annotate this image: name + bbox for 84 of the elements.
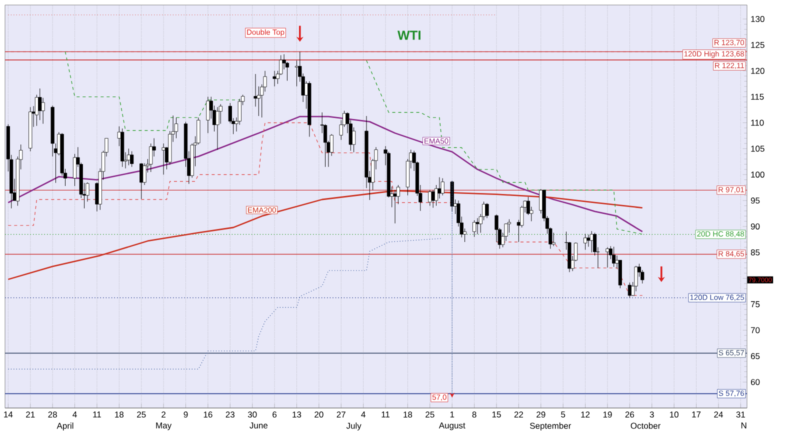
- x2-tick-label: N: [741, 422, 746, 428]
- candlestick: [38, 88, 42, 120]
- y-tick-label: 110: [751, 120, 764, 126]
- candlestick: [586, 234, 590, 247]
- y-tick-label: 60: [750, 379, 760, 386]
- x-tick-label: 30: [248, 412, 257, 418]
- candlestick: [126, 148, 130, 166]
- candlestick: [428, 190, 432, 206]
- candlestick: [612, 246, 616, 268]
- x2-tick-label: September: [530, 422, 572, 430]
- candlestick: [472, 220, 476, 238]
- x-tick-label: 14: [4, 412, 13, 418]
- x-tick-label: 2: [162, 412, 166, 418]
- x-tick-label: 10: [670, 412, 678, 418]
- candlestick: [130, 151, 134, 168]
- x-tick-label: 5: [561, 412, 566, 418]
- y-tick-label: 65: [750, 353, 760, 360]
- y-tick-label: 85: [750, 249, 760, 256]
- x-tick-label: 13: [292, 412, 302, 418]
- candlestick: [162, 143, 166, 175]
- x-tick-label: 25: [426, 412, 434, 418]
- candlestick: [552, 232, 556, 246]
- x2-tick-label: October: [630, 422, 661, 429]
- x-tick-label: 23: [226, 412, 234, 418]
- candlestick: [294, 60, 299, 87]
- candlestick: [41, 98, 45, 124]
- x-tick-label: 28: [48, 412, 57, 418]
- x-tick-label: 20: [314, 412, 324, 418]
- x2-tick-label: May: [156, 422, 172, 430]
- candlestick: [272, 70, 276, 87]
- x-tick-label: 16: [204, 412, 212, 418]
- x2-tick-label: July: [346, 422, 362, 430]
- x-tick-label: 4: [361, 412, 366, 418]
- candlestick: [206, 96, 210, 134]
- y-tick-label: 95: [750, 198, 760, 204]
- x-tick-label: 24: [714, 412, 723, 418]
- x-tick-label: 19: [603, 412, 612, 418]
- candlestick: [216, 106, 220, 150]
- candlestick: [393, 190, 397, 224]
- x2-tick-label: April: [56, 422, 74, 430]
- candlestick: [590, 230, 594, 253]
- candlestick: [440, 178, 444, 196]
- x-tick-label: 21: [26, 412, 35, 418]
- x-tick-label: 31: [736, 412, 745, 418]
- x-tick-label: 12: [581, 412, 590, 418]
- candlestick: [142, 162, 146, 186]
- y-tick-label: 115: [751, 94, 764, 100]
- y-tick-label: 125: [751, 42, 764, 48]
- x-tick-label: 4: [72, 412, 77, 418]
- x-tick-label: 17: [692, 412, 701, 418]
- x2-tick-label: August: [438, 422, 466, 430]
- x-tick-label: 27: [336, 412, 346, 418]
- x-tick-label: 11: [382, 412, 390, 418]
- x-tick-label: 18: [115, 412, 124, 418]
- x2-tick-label: June: [250, 422, 268, 428]
- candlestick: [584, 233, 588, 250]
- text: WTI: [398, 30, 420, 40]
- x-tick-label: 15: [492, 412, 501, 418]
- x-tick-label: 6: [272, 412, 277, 418]
- y-tick-label: 90: [750, 223, 760, 230]
- candlestick: [174, 117, 178, 139]
- candlestick: [254, 74, 258, 107]
- candlestick: [634, 266, 638, 292]
- x-tick-label: 9: [184, 412, 188, 418]
- y-tick-label: 70: [750, 327, 760, 334]
- candlestick: [431, 190, 435, 208]
- y-tick-label: 105: [751, 146, 764, 152]
- y-tick-label: 120: [751, 68, 764, 74]
- candlestick: [352, 127, 356, 153]
- x-tick-label: 1: [450, 412, 454, 418]
- candlestick: [507, 218, 511, 233]
- x-tick-label: 25: [137, 412, 146, 418]
- y-tick-label: 75: [750, 301, 760, 308]
- x-tick-label: 11: [93, 412, 101, 418]
- x-tick-label: 3: [650, 412, 654, 418]
- x-tick-label: 18: [404, 412, 412, 418]
- x-tick-label: 22: [514, 412, 523, 418]
- y-tick-label: 100: [751, 172, 764, 178]
- x-tick-label: 29: [536, 412, 546, 418]
- x-tick-label: 8: [472, 412, 476, 418]
- y-tick-label: 130: [751, 16, 764, 22]
- candlestick: [485, 202, 489, 218]
- line-series: [8, 238, 443, 370]
- x-tick-label: 26: [625, 412, 634, 418]
